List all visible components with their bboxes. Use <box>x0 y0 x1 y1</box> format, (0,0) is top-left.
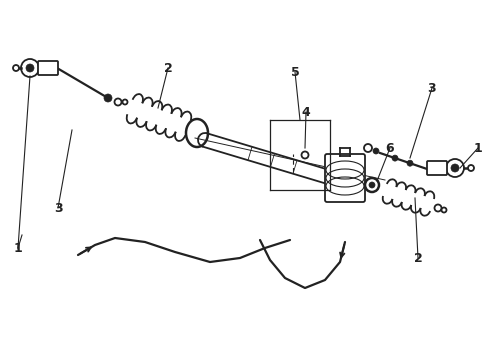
Text: 2: 2 <box>164 62 172 75</box>
Circle shape <box>392 155 398 161</box>
Circle shape <box>115 99 122 105</box>
Circle shape <box>369 182 375 188</box>
Circle shape <box>451 164 459 172</box>
Text: 3: 3 <box>428 81 436 95</box>
Circle shape <box>104 94 112 102</box>
Circle shape <box>26 64 34 72</box>
FancyBboxPatch shape <box>325 154 365 202</box>
Text: 4: 4 <box>302 105 310 118</box>
FancyBboxPatch shape <box>427 161 447 175</box>
Circle shape <box>364 144 372 152</box>
Circle shape <box>446 159 464 177</box>
Text: 5: 5 <box>291 66 299 78</box>
Circle shape <box>122 99 127 104</box>
Text: 1: 1 <box>14 242 23 255</box>
Circle shape <box>301 152 309 158</box>
Circle shape <box>468 165 474 171</box>
FancyBboxPatch shape <box>38 61 58 75</box>
Circle shape <box>373 148 379 154</box>
Circle shape <box>21 59 39 77</box>
Text: 3: 3 <box>54 202 62 215</box>
Text: 6: 6 <box>386 141 394 154</box>
Circle shape <box>435 204 441 212</box>
Circle shape <box>407 160 413 166</box>
Circle shape <box>365 178 379 192</box>
Circle shape <box>13 65 19 71</box>
Text: 1: 1 <box>474 141 482 154</box>
Text: 2: 2 <box>414 252 422 265</box>
Circle shape <box>441 207 446 212</box>
